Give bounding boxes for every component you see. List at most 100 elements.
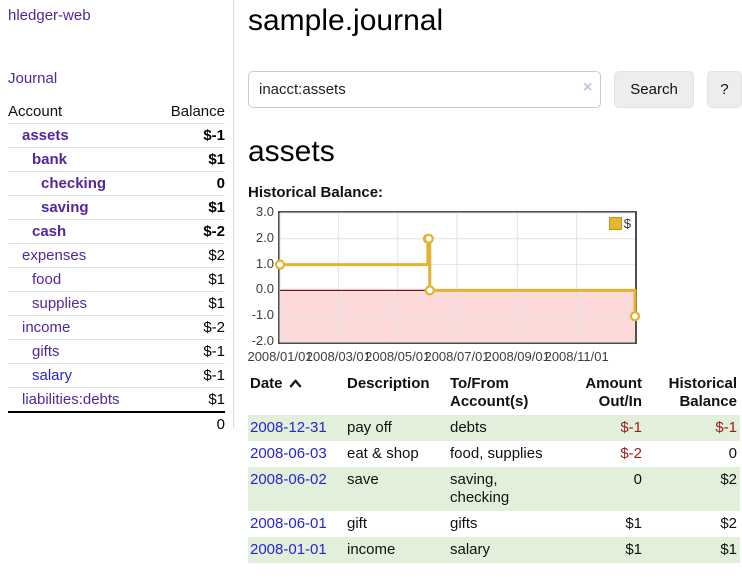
account-column-header: Account (8, 100, 155, 124)
account-link-supplies[interactable]: supplies (32, 295, 88, 312)
chart-plot-area: $ (274, 211, 641, 344)
account-link-salary[interactable]: salary (32, 367, 73, 384)
account-link-food[interactable]: food (32, 271, 62, 288)
account-balance: $-2 (154, 315, 225, 340)
transaction-description: gift (347, 515, 368, 532)
account-row: cash $-2 (8, 219, 225, 244)
y-tick-label: 2.0 (255, 229, 274, 245)
legend-label: $ (623, 216, 631, 231)
account-row: expenses $2 (8, 243, 225, 268)
balance-column-header: Balance (154, 100, 225, 124)
accounts-total: 0 (154, 411, 225, 436)
account-row: food $1 (8, 267, 225, 292)
account-row: supplies $1 (8, 291, 225, 316)
account-link-cash[interactable]: cash (32, 223, 67, 240)
sidebar-divider (233, 0, 234, 428)
transaction-description: eat & shop (347, 445, 419, 462)
chart-title: Historical Balance: (248, 184, 384, 201)
transaction-amount: $1 (625, 515, 642, 532)
account-row: saving $1 (8, 195, 225, 220)
register-row: 2008-06-01 gift gifts $1 $2 (248, 511, 740, 537)
account-row: gifts $-1 (8, 339, 225, 364)
account-row: income $-2 (8, 315, 225, 340)
account-row: checking 0 (8, 171, 225, 196)
account-row: liabilities:debts $1 (8, 387, 225, 413)
transaction-date-link[interactable]: 2008-01-01 (250, 541, 327, 558)
register-row: 2008-06-03 eat & shop food, supplies $-2… (248, 441, 740, 467)
account-balance: $-2 (154, 219, 225, 244)
account-row: bank $1 (8, 147, 225, 172)
account-row: assets $-1 (8, 123, 225, 148)
transaction-accounts: saving, checking (450, 471, 510, 506)
account-balance: $-1 (154, 339, 225, 364)
transaction-date-link[interactable]: 2008-06-01 (250, 515, 327, 532)
transaction-balance: $1 (720, 541, 737, 558)
account-balance: $-1 (154, 363, 225, 388)
y-tick-label: -2.0 (251, 333, 274, 348)
accounts-total-row: 0 (8, 411, 225, 436)
account-link-expenses[interactable]: expenses (22, 247, 87, 264)
transaction-balance: $2 (720, 515, 737, 532)
historical-balance-chart: 3.0 2.0 1.0 0.0 -1.0 -2.0 $ 2008/01/01 2008/03… (247, 204, 742, 364)
register-row: 2008-01-01 income salary $1 $1 (248, 537, 740, 563)
register-table: Date Description To/From Account(s) Amou… (248, 371, 740, 563)
transaction-balance: 0 (728, 445, 737, 462)
y-tick-label: 1.0 (255, 255, 274, 271)
account-link-saving[interactable]: saving (41, 199, 89, 216)
search-form: × Search ? (248, 71, 742, 108)
x-tick-label: 2008/01/01 (247, 349, 313, 364)
register-header-row: Date Description To/From Account(s) Amou… (248, 371, 740, 415)
transaction-date-link[interactable]: 2008-12-31 (250, 419, 327, 436)
account-balance: $1 (154, 147, 225, 172)
account-balance: $1 (154, 195, 225, 220)
legend-swatch-icon (608, 217, 622, 230)
transaction-amount: $-2 (620, 445, 642, 462)
x-tick-label: 2008/05/01 (365, 349, 431, 364)
transaction-accounts: debts (450, 419, 487, 436)
account-link-checking[interactable]: checking (41, 175, 107, 192)
sort-ascending-icon (289, 379, 301, 388)
account-link-income[interactable]: income (22, 319, 71, 336)
chart-canvas (274, 212, 641, 343)
register-header-date[interactable]: Date (248, 371, 345, 415)
register-header-amount: Amount Out/In (585, 375, 642, 410)
y-tick-label: 3.0 (255, 204, 274, 219)
transaction-accounts: food, supplies (450, 445, 543, 462)
transaction-description: save (347, 471, 379, 488)
search-button[interactable]: Search (614, 71, 694, 108)
accounts-table: Account Balance assets $-1 bank $1 check… (8, 100, 225, 436)
chart-marker (629, 311, 641, 322)
page-title: sample.journal (248, 4, 444, 37)
account-heading: assets (248, 135, 335, 168)
account-link-assets[interactable]: assets (22, 127, 69, 144)
account-balance: $-1 (154, 123, 225, 148)
register-row: 2008-12-31 pay off debts $-1 $-1 (248, 415, 740, 441)
transaction-date-link[interactable]: 2008-06-03 (250, 445, 327, 462)
transaction-balance: $2 (720, 471, 737, 488)
accounts-table-header: Account Balance (8, 100, 225, 124)
x-tick-label: 2008/07/01 (424, 349, 490, 364)
clear-search-icon[interactable]: × (582, 79, 593, 96)
register-header-account: To/From Account(s) (450, 375, 529, 410)
help-button[interactable]: ? (706, 71, 742, 108)
transaction-balance: $-1 (715, 419, 737, 436)
y-tick-label: 0.0 (255, 281, 274, 297)
account-link-gifts[interactable]: gifts (32, 343, 60, 360)
account-row: salary $-1 (8, 363, 225, 388)
search-input[interactable] (248, 71, 602, 108)
transaction-description: pay off (347, 419, 392, 436)
account-link-bank[interactable]: bank (32, 151, 68, 168)
account-link-liabilities-debts[interactable]: liabilities:debts (22, 391, 120, 408)
x-tick-label: 2008/03/01 (305, 349, 371, 364)
y-tick-label: -1.0 (251, 307, 274, 323)
transaction-date-link[interactable]: 2008-06-02 (250, 471, 327, 488)
brand-link[interactable]: hledger-web (8, 7, 91, 24)
register-header-balance: Historical Balance (668, 375, 737, 410)
account-balance: $1 (154, 267, 225, 292)
sidebar: hledger-web Journal Account Balance asse… (0, 0, 233, 436)
main-content: sample.journal × Search ? assets Histori… (247, 0, 742, 563)
account-balance: $2 (154, 243, 225, 268)
x-tick-label: 2008/09/01 (484, 349, 550, 364)
chart-marker (424, 285, 435, 296)
sidebar-item-journal[interactable]: Journal (8, 70, 58, 87)
